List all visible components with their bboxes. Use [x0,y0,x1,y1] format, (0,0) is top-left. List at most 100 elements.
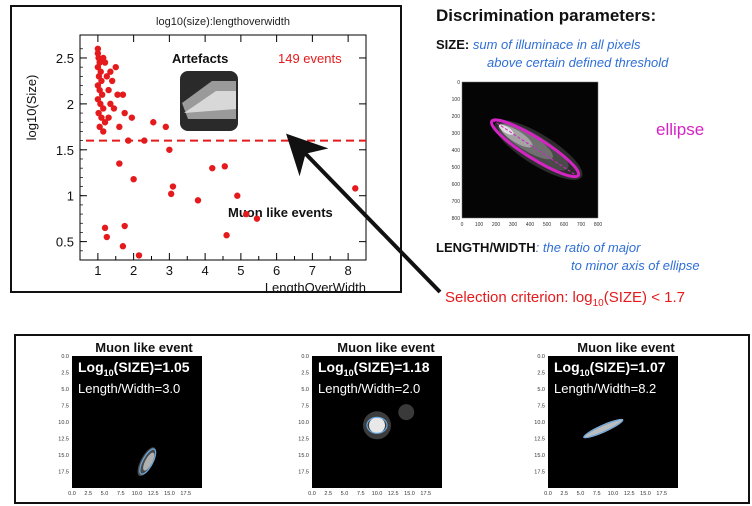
panel-annotation: Log10(SIZE)=1.07 Length/Width=8.2 [554,360,666,396]
x-tick-label: 6 [273,263,280,278]
panel-x-tick: 12.5 [624,491,635,497]
panel-y-tick: 2.5 [537,371,545,377]
heatmap-x-tick: 600 [560,222,569,228]
panel-x-tick: 12.5 [388,491,399,497]
panel-y-tick: 12.5 [534,437,545,443]
lw-desc-line1: : the ratio of major [535,240,641,255]
length-width-value: Length/Width=2.0 [318,380,421,396]
heatmap-x-tick: 400 [526,222,535,228]
scatter-point [130,175,137,183]
size-desc-line1: sum of illuminace in all pixels [472,37,641,52]
muon-events-frame: Muon like event 0.0 2.5 5.0 7.5 10.0 12.5 15.0 1… [14,334,750,504]
log-size-value: Log10(SIZE)=1.18 [318,359,430,378]
heatmap-y-tick: 300 [452,131,461,137]
muon-panel-title: Muon like event [95,340,193,355]
panel-x-tick: 2.5 [560,491,568,497]
secondary-blob [398,404,415,421]
scatter-point [116,160,123,167]
lw-desc-line2: to minor axis of ellipse [571,258,700,273]
scatter-point [105,114,112,121]
scatter-point [194,197,202,204]
heatmap-x-tick: 200 [492,222,501,228]
fit-ellipse [139,448,157,475]
panel-y-tick: 10.0 [58,420,69,426]
scatter-point [166,146,173,153]
panel-x-tick: 7.5 [357,491,365,497]
panel-y-tick: 5.0 [61,387,69,393]
panel-x-tick: 17.5 [180,491,191,497]
heatmap-background [72,356,202,488]
panel-x-tick: 10.0 [608,491,619,497]
hillas-ellipse [490,118,581,179]
panel-annotation: Log10(SIZE)=1.18 Length/Width=2.0 [318,360,430,396]
scatter-point [119,91,127,98]
scatter-point [98,91,106,98]
panel-x-tick: 0.0 [68,491,76,497]
x-tick-label: 4 [202,263,209,278]
scatter-title: log10(size):lengthoverwidth [156,16,290,28]
panel-y-tick: 0.0 [537,354,545,360]
panel-x-tick: 5.0 [341,491,349,497]
ellipse-heatmap: 0 100 200 300 400 500 600 700 800010020030040050… [452,80,603,228]
fit-ellipse [583,419,624,439]
panel-y-tick: 15.0 [534,453,545,459]
panel-annotation: Log10(SIZE)=1.05 Length/Width=3.0 [78,360,190,396]
heatmap-x-tick: 800 [594,222,603,228]
heatmap-y-tick: 800 [452,216,461,222]
panel-y-tick: 10.0 [298,420,309,426]
scatter-point [253,215,261,222]
selection-criterion: Selection criterion: log10(SIZE) < 1.7 [445,289,685,309]
panel-x-tick: 5.0 [577,491,585,497]
scatter-point [116,123,123,131]
scatter-point [107,100,114,108]
scatter-point [121,109,128,117]
scatter-point [97,100,104,108]
scatter-point [221,163,228,170]
scatter-point [135,252,143,259]
scatter-plot: log10(size):lengthoverwidth 1 2 3 4 5 6 7 8 0.5 1 1… [24,16,367,291]
muon-panel-title: Muon like event [337,340,435,355]
fit-ellipse [366,416,388,434]
heatmap-y-tick: 500 [452,165,461,171]
panel-y-tick: 12.5 [58,437,69,443]
scatter-point [209,164,216,172]
panel-y-tick: 17.5 [298,470,309,476]
scatter-point [125,137,132,144]
log-size-value: Log10(SIZE)=1.07 [554,359,666,378]
muon-event-heatmap: 0.0 2.5 5.0 7.5 10.0 12.5 15.0 17.5 0.0 2.5 5.0 7.5… [58,354,202,497]
y-tick-label: 1.5 [56,143,74,158]
panel-x-tick: 7.5 [117,491,125,497]
signal-pixels [583,418,624,439]
panel-x-tick: 15.0 [404,491,415,497]
length-width-value: Length/Width=3.0 [78,380,181,396]
lw-key: LENGTH/WIDTH [436,240,536,255]
x-tick-label: 5 [237,263,244,278]
panel-x-tick: 2.5 [324,491,332,497]
scatter-point [128,114,136,121]
selection-suffix: (SIZE) < 1.7 [603,289,685,306]
log-size-value: Log10(SIZE)=1.05 [78,359,190,378]
heatmap-y-tick: 200 [452,114,461,120]
thumbnail-highlight [184,91,236,113]
size-key: SIZE: [436,37,470,52]
panel-x-tick: 5.0 [101,491,109,497]
panel-y-tick: 2.5 [301,371,309,377]
scatter-point [94,45,102,52]
panel-y-tick: 10.0 [534,420,545,426]
heatmap-y-tick: 600 [452,182,461,188]
panel-x-tick: 7.5 [593,491,601,497]
events-count-label: 149 events [278,51,342,66]
discrimination-title: Discrimination parameters: [436,6,657,25]
panel-y-tick: 0.0 [61,354,69,360]
panel-y-tick: 17.5 [534,470,545,476]
scatter-point [95,109,102,117]
selection-prefix: Selection criterion: log [445,289,593,306]
panel-y-tick: 7.5 [61,404,69,410]
heatmap-x-tick: 700 [577,222,586,228]
scatter-point [234,192,241,199]
ellipse-label: ellipse [656,120,705,139]
y-tick-label: 2 [67,97,74,112]
y-tick-label: 0.5 [56,235,74,250]
panel-y-tick: 17.5 [58,470,69,476]
length-width-value: Length/Width=8.2 [554,380,657,396]
